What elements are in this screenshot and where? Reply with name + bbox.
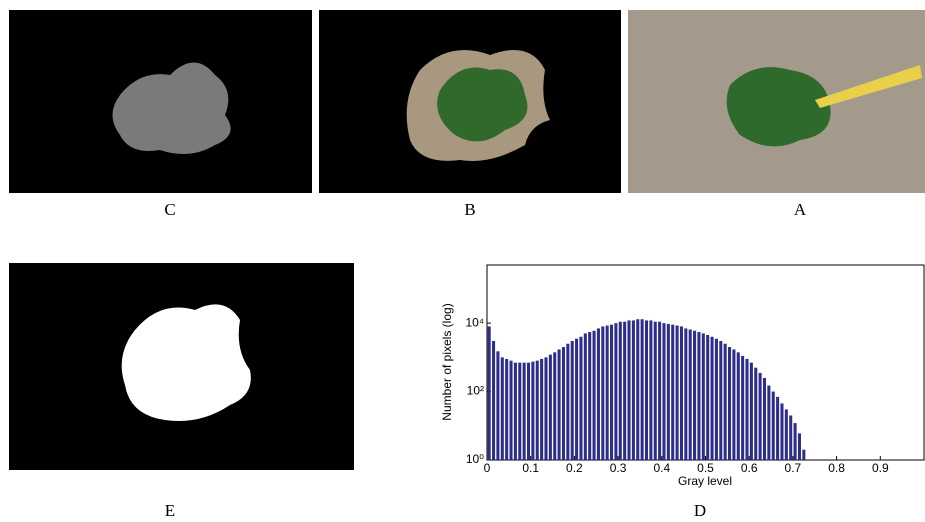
panel-label: C [164,200,175,219]
bar [571,341,574,460]
panel-label: D [694,501,706,520]
plot-frame [487,265,924,460]
bar [518,363,521,460]
bar [632,320,635,460]
bar [719,341,722,460]
bar [488,326,491,460]
bar [780,403,783,460]
bar [597,328,600,460]
bar [566,344,569,460]
bar [802,450,805,460]
bar [759,373,762,460]
bar [544,357,547,460]
bar [676,326,679,460]
x-tick-label: 0.5 [697,461,714,475]
bar [562,347,565,460]
bar [523,363,526,460]
x-tick-label: 0.6 [741,461,758,475]
bar [558,349,561,460]
bar [789,415,792,460]
panel-label: A [794,200,807,219]
bar [540,359,543,460]
bar [536,361,539,460]
bar [645,320,648,460]
bar [636,319,639,460]
bar [750,363,753,460]
bar [496,351,499,460]
x-tick-label: 0.3 [610,461,627,475]
bar [680,326,683,460]
bar [689,330,692,460]
bar [501,357,504,460]
bar [619,322,622,460]
bar [601,326,604,460]
x-axis-label: Gray level [678,474,732,488]
y-tick-label: 10⁰ [466,452,484,466]
bar [553,352,556,460]
bar [627,320,630,460]
bar [732,349,735,460]
bar [658,322,661,460]
bar [767,386,770,460]
bar [527,363,530,460]
y-tick-label: 10² [467,384,484,398]
x-tick-label: 0.4 [653,461,670,475]
figure: C B A E D Gray level Number of pixels (l… [0,0,925,522]
bar [610,325,613,460]
bar [584,333,587,460]
bar [706,335,709,460]
bar [785,409,788,460]
bar [693,331,696,460]
bar [702,333,705,460]
bar [662,323,665,460]
bar [667,324,670,460]
y-axis-label: Number of pixels (log) [440,303,454,420]
bar [728,347,731,460]
bar [510,361,513,460]
bar [579,337,582,460]
bar [649,320,652,460]
bar [575,339,578,460]
x-tick-label: 0 [484,461,491,475]
bar [623,322,626,460]
x-tick-label: 0.9 [872,461,889,475]
bar [614,323,617,460]
bar [697,332,700,460]
bar [549,355,552,460]
bar [505,359,508,460]
bar [772,392,775,460]
bar [794,423,797,460]
bar [671,325,674,460]
bar [724,344,727,460]
bar [492,341,495,460]
bar [654,322,657,460]
bar [711,337,714,460]
x-tick-label: 0.8 [828,461,845,475]
panel-label: B [464,200,475,219]
panel-label: E [165,501,175,520]
bar [514,363,517,460]
bar [741,356,744,460]
bar [776,397,779,460]
bar [798,433,801,460]
bar [641,319,644,460]
bar [593,331,596,460]
y-tick-label: 10⁴ [465,315,484,329]
x-tick-label: 0.7 [785,461,802,475]
page: C B A E D Gray level Number of pixels (l… [0,0,925,522]
bar [737,352,740,460]
bar [763,378,766,460]
x-tick-label: 0.1 [522,461,539,475]
bar [754,368,757,460]
bar [715,339,718,460]
bar [745,359,748,460]
x-tick-label: 0.2 [566,461,583,475]
bar [684,328,687,460]
bar [531,362,534,460]
bar [606,326,609,460]
bar [588,332,591,460]
